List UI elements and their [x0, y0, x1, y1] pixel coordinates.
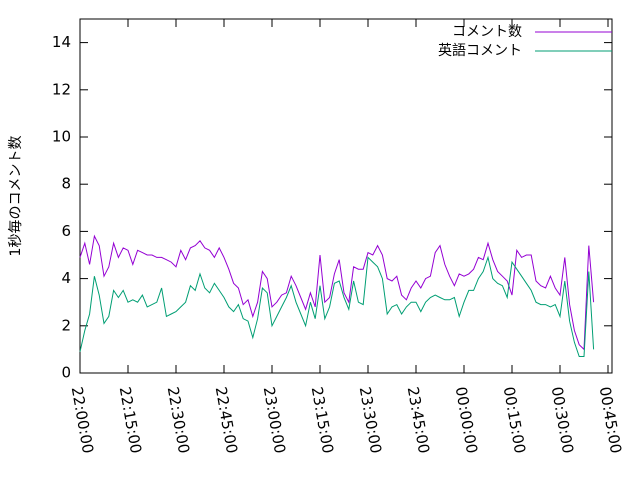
legend-label: 英語コメント: [438, 42, 522, 59]
y-tick-label: 12: [52, 80, 71, 98]
x-tick-label: 22:45:00: [212, 385, 241, 454]
y-tick-label: 6: [61, 222, 71, 240]
y-tick-label: 8: [61, 175, 71, 193]
x-tick-label: 22:30:00: [164, 385, 193, 454]
x-tick-label: 23:45:00: [404, 385, 433, 454]
x-tick-label: 23:15:00: [308, 385, 337, 454]
x-tick-label: 00:00:00: [452, 385, 481, 454]
x-tick-label: 23:00:00: [260, 385, 289, 454]
x-tick-label: 00:15:00: [500, 385, 529, 454]
x-tick-label: 00:30:00: [548, 385, 577, 454]
x-tick-label: 22:15:00: [116, 385, 145, 454]
series-line: [79, 234, 595, 351]
x-tick-label: 22:00:00: [68, 385, 97, 454]
x-tick-label: 00:45:00: [596, 385, 625, 454]
series-line: [79, 255, 595, 357]
plot-border: [79, 18, 613, 374]
y-tick-label: 4: [61, 269, 71, 287]
y-tick-label: 2: [61, 316, 71, 334]
y-tick-label: 10: [52, 128, 71, 146]
x-tick-label: 23:30:00: [356, 385, 385, 454]
y-tick-label: 0: [61, 364, 71, 382]
y-tick-label: 14: [52, 33, 71, 51]
y-axis-label: 1秒毎のコメント数: [8, 136, 24, 257]
legend-label: コメント数: [452, 24, 522, 40]
